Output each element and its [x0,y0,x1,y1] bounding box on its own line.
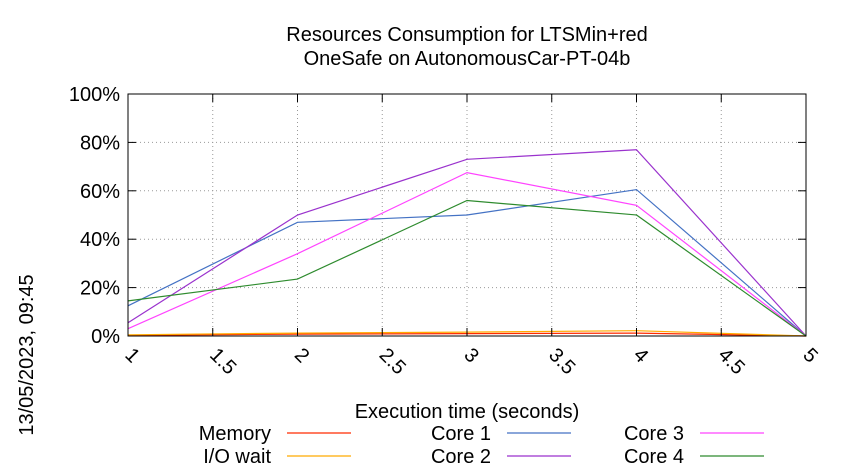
timestamp-label: 13/05/2023, 09:45 [16,274,38,435]
legend-label-core-1: Core 1 [431,423,491,445]
legend-label-i-o-wait: I/O wait [203,446,271,468]
y-tick-label: 80% [80,132,120,154]
axis-ticks: 0% 20% 40% 60% 80% 100% 1 1.5 2 2.5 3 3.5 4 4.5 5 [69,84,822,379]
y-tick-label: 0% [91,326,120,348]
legend-label-core-3: Core 3 [624,423,684,445]
series-line-core-4 [127,199,807,337]
y-tick-label: 100% [69,84,120,106]
x-tick-label: 1.5 [205,344,240,379]
series-line-core-3 [127,171,807,337]
legend-label-memory: Memory [199,423,271,445]
series-line-core-1 [127,188,807,337]
x-tick-label: 3 [459,344,482,367]
x-tick-label: 1 [120,344,143,367]
y-tick-label: 60% [80,181,120,203]
x-tick-label: 3.5 [544,344,579,379]
y-tick-label: 20% [80,278,120,300]
legend-label-core-4: Core 4 [624,446,684,468]
chart-title-line-1: Resources Consumption for LTSMin+red [286,24,647,46]
x-tick-label: 4 [629,344,652,367]
x-tick-label: 4.5 [714,344,749,379]
legend-label-core-2: Core 2 [431,446,491,468]
x-axis-label: Execution time (seconds) [355,401,580,423]
x-tick-label: 2.5 [375,344,410,379]
x-tick-label: 5 [798,344,821,367]
x-tick-label: 2 [290,344,313,367]
chart-title-line-2: OneSafe on AutonomousCar-PT-04b [304,48,631,70]
y-tick-label: 40% [80,229,120,251]
series-line-core-2 [127,149,807,337]
